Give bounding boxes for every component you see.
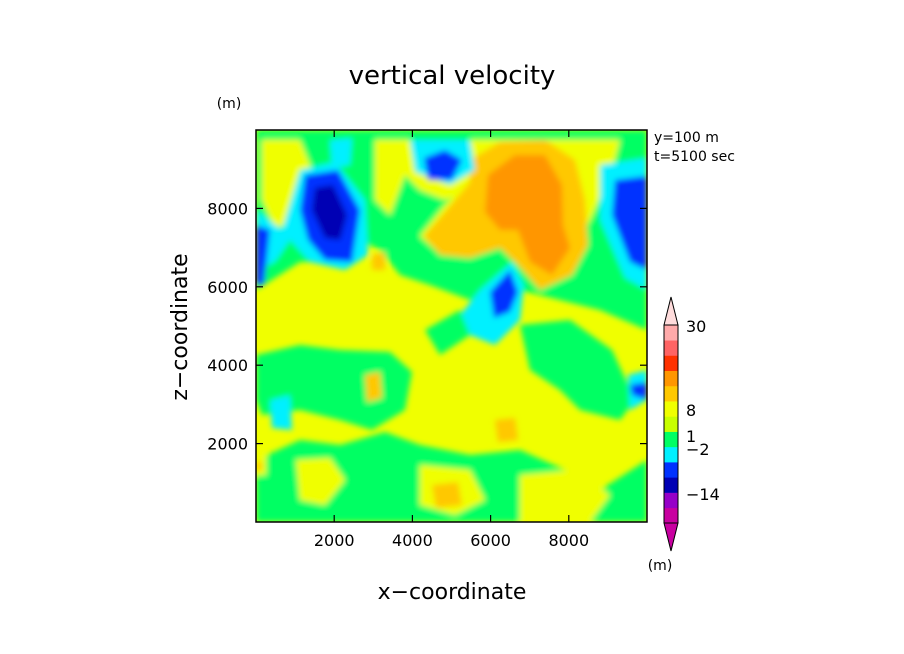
colorbar-segment <box>664 507 678 524</box>
plot-frame <box>255 129 648 523</box>
colorbar-max-arrow <box>663 296 679 326</box>
contour-region <box>424 150 462 180</box>
y-tick-label: 4000 <box>207 356 248 375</box>
y-axis: 2000 4000 6000 8000 <box>207 199 647 454</box>
colorbar-tick-label: −14 <box>686 485 720 504</box>
colorbar-segment <box>664 446 678 463</box>
contour-region <box>425 310 470 355</box>
contour-region <box>520 470 610 522</box>
x-tick-label: 4000 <box>392 531 433 550</box>
contour-region <box>330 138 352 168</box>
contour-region <box>296 458 345 505</box>
x-tick-label: 8000 <box>548 531 589 550</box>
colorbar-tick-label: −2 <box>686 440 710 459</box>
y-tick-label: 6000 <box>207 278 248 297</box>
contour-region <box>270 395 292 430</box>
contour-region <box>495 418 518 442</box>
y-tick-label: 2000 <box>207 435 248 454</box>
contour-region <box>312 185 347 240</box>
annotation-y: y=100 m <box>654 130 719 146</box>
y-axis-label: z−coordinate <box>168 253 193 400</box>
colorbar-tick-label: 8 <box>686 401 696 420</box>
colorbar-segment <box>664 462 678 478</box>
contour-region <box>256 462 262 470</box>
x-axis: 2000 4000 6000 8000 <box>314 130 589 550</box>
chart-title: vertical velocity <box>349 61 556 91</box>
y-tick-label: 8000 <box>207 199 248 218</box>
colorbar-segment <box>664 431 678 448</box>
contour-field <box>256 130 647 522</box>
colorbar-tick-label: 30 <box>686 317 706 336</box>
contour-region <box>432 482 462 508</box>
colorbar-segment <box>664 477 678 493</box>
y-unit-label: (m) <box>217 96 242 112</box>
annotation-t: t=5100 sec <box>654 149 735 165</box>
colorbar-segment <box>664 416 678 432</box>
contour-region <box>256 345 412 430</box>
colorbar: 30 8 1−2 −14 <box>663 296 720 552</box>
x-tick-label: 2000 <box>314 531 355 550</box>
colorbar-segment <box>664 370 678 387</box>
x-tick-label: 6000 <box>470 531 511 550</box>
contour-region <box>535 232 558 270</box>
colorbar-segment <box>664 355 678 371</box>
x-axis-label: x−coordinate <box>378 580 527 605</box>
colorbar-min-arrow <box>663 522 679 552</box>
colorbar-segment <box>664 385 678 402</box>
contour-region <box>630 382 647 400</box>
contour-region <box>612 176 647 270</box>
contour-region <box>365 372 382 402</box>
colorbar-segment <box>664 401 678 417</box>
colorbar-segment <box>664 325 678 341</box>
contour-region <box>520 320 635 420</box>
contour-region <box>372 252 385 270</box>
colorbar-frame <box>663 324 679 524</box>
colorbar-segment <box>664 340 678 356</box>
contour-region <box>490 270 518 318</box>
colorbar-tick-label: 1 <box>686 427 696 446</box>
colorbar-segment <box>664 492 678 509</box>
contour-region <box>256 225 270 285</box>
colorbar-unit-label: (m) <box>648 558 673 574</box>
